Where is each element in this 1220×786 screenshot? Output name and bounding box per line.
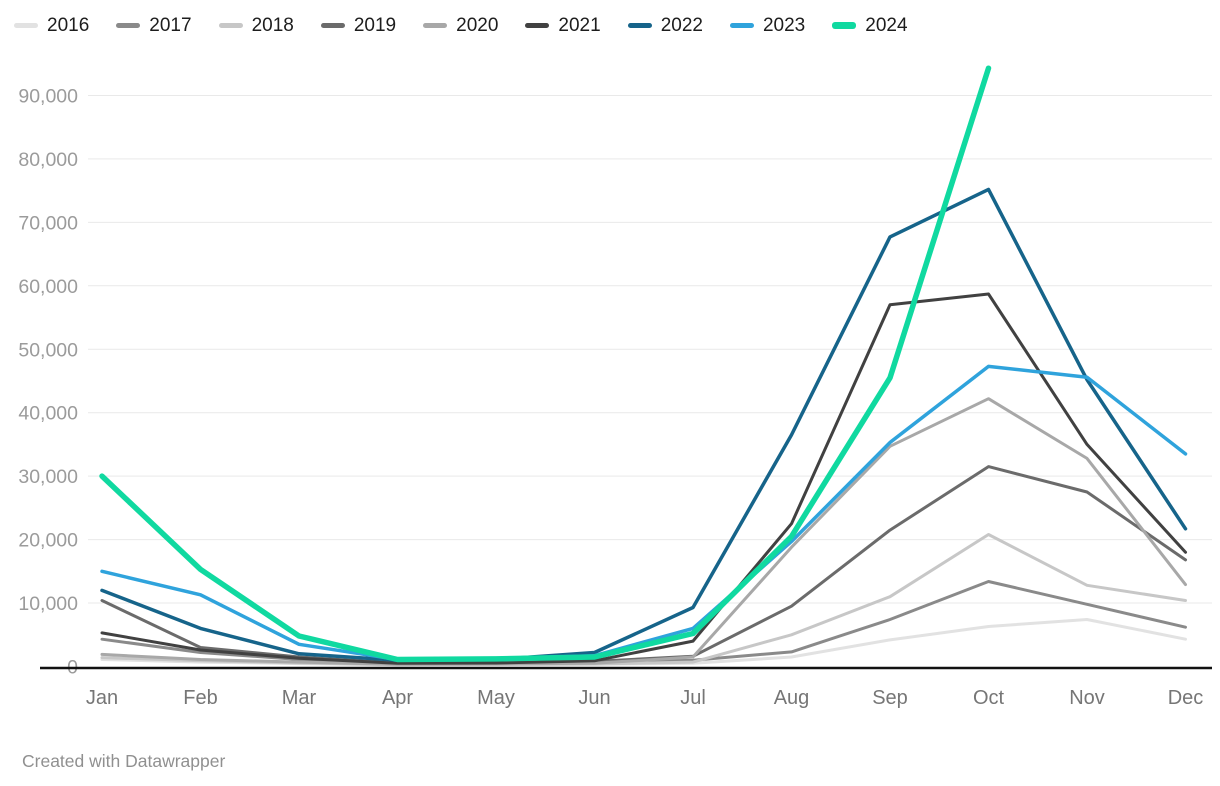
legend-label: 2022 [660, 15, 703, 36]
legend-swatch-icon [116, 23, 141, 28]
legend-item-2023: 2023 [729, 15, 806, 36]
legend-label: 2016 [47, 15, 90, 36]
legend-label: 2018 [251, 15, 294, 36]
x-axis-label: Dec [1168, 687, 1204, 709]
chart-credit: Created with Datawrapper [22, 751, 226, 771]
legend-label: 2023 [762, 15, 806, 36]
y-axis-label: 50,000 [18, 339, 78, 361]
y-axis-label: 60,000 [18, 276, 78, 298]
legend-item-2024: 2024 [832, 15, 908, 36]
x-axis-label: Jan [86, 687, 118, 709]
series-line-2021 [100, 292, 1187, 665]
y-axis-label: 30,000 [18, 466, 78, 488]
legend-item-2020: 2020 [423, 16, 498, 35]
x-axis-label: Aug [774, 687, 810, 709]
y-axis-label: 80,000 [18, 149, 78, 171]
legend-item-2022: 2022 [627, 15, 703, 36]
y-axis-label: 90,000 [18, 85, 78, 107]
x-axis-label: May [477, 687, 515, 709]
legend-label: 2017 [149, 15, 192, 36]
series-line-2022 [100, 187, 1188, 662]
legend-item-2016: 2016 [14, 16, 89, 35]
legend-label: 2020 [456, 15, 499, 36]
legend-swatch-icon [627, 23, 652, 28]
legend-swatch-icon [423, 23, 448, 28]
legend-swatch-icon [729, 23, 754, 28]
x-axis-label: Jun [578, 687, 610, 709]
legend-item-2017: 2017 [116, 15, 192, 36]
x-axis-label: Oct [973, 687, 1005, 709]
y-axis-label: 70,000 [18, 212, 78, 234]
legend-swatch-icon [218, 23, 243, 28]
x-axis-label: Mar [282, 687, 317, 709]
x-axis-label: Feb [183, 687, 217, 709]
legend-label: 2019 [353, 15, 397, 36]
legend-swatch-icon [320, 23, 345, 28]
legend-label: 2021 [558, 15, 601, 36]
y-axis-label: 20,000 [18, 530, 78, 552]
x-axis-label: Apr [382, 687, 413, 709]
series-line-2020 [100, 397, 1187, 666]
legend-item-2018: 2018 [218, 15, 294, 36]
series-line-2019 [100, 465, 1187, 665]
legend-item-2021: 2021 [525, 15, 601, 36]
chart-legend: 2016 2017 2018 2019 2020 2021 2022 2023 2024 [14, 16, 908, 35]
x-axis-label: Nov [1069, 687, 1105, 709]
y-axis-label: 40,000 [18, 403, 78, 425]
series-line-2024 [99, 65, 992, 663]
legend-swatch-icon [832, 22, 857, 29]
x-axis-label: Jul [680, 687, 706, 709]
legend-swatch-icon [14, 23, 38, 28]
legend-item-2019: 2019 [320, 15, 397, 36]
legend-label: 2024 [865, 15, 908, 36]
y-axis-label: 10,000 [18, 593, 78, 615]
x-axis-label: Sep [872, 687, 908, 709]
series-line-2023 [100, 364, 1188, 662]
legend-swatch-icon [525, 23, 550, 28]
